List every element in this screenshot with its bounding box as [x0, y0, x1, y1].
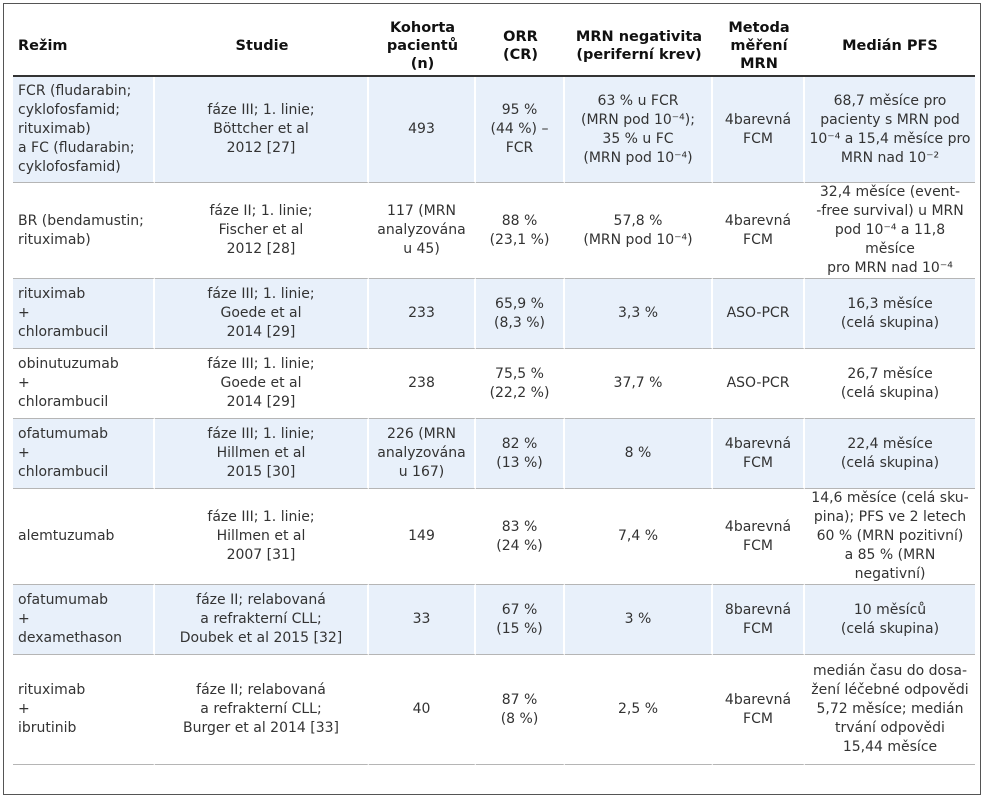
header-orr: ORR (CR) — [476, 17, 565, 77]
table-row: FCR (fludarabin; cyklofosfamid; rituxima… — [13, 77, 975, 183]
cell-orr: 87 % (8 %) — [476, 655, 565, 765]
cell-cohort: 33 — [369, 585, 476, 655]
table-row: BR (bendamustin; rituximab) fáze II; 1. … — [13, 183, 975, 279]
cell-regime: FCR (fludarabin; cyklofosfamid; rituxima… — [13, 77, 155, 183]
cell-cohort: 233 — [369, 279, 476, 349]
table-row: rituximab + ibrutinib fáze II; relabovan… — [13, 655, 975, 765]
cell-method: 4barevná FCM — [713, 419, 805, 489]
cell-orr: 65,9 % (8,3 %) — [476, 279, 565, 349]
cell-method: ASO-PCR — [713, 279, 805, 349]
cell-pfs: 22,4 měsíce (celá skupina) — [805, 419, 975, 489]
cell-cohort: 226 (MRN analyzována u 167) — [369, 419, 476, 489]
cell-regime: obinutuzumab + chlorambucil — [13, 349, 155, 419]
cell-study: fáze III; 1. linie; Hillmen et al 2015 [… — [155, 419, 369, 489]
header-regime: Režim — [13, 17, 155, 77]
cell-mrn-negativity: 57,8 % (MRN pod 10⁻⁴) — [565, 183, 713, 279]
table-row: alemtuzumab fáze III; 1. linie; Hillmen … — [13, 489, 975, 585]
cell-pfs: 68,7 měsíce pro pacienty s MRN pod 10⁻⁴ … — [805, 77, 975, 183]
results-table: Režim Studie Kohorta pacientů (n) ORR (C… — [13, 17, 975, 765]
cell-orr: 82 % (13 %) — [476, 419, 565, 489]
header-study: Studie — [155, 17, 369, 77]
cell-orr: 88 % (23,1 %) — [476, 183, 565, 279]
cell-study: fáze II; relabovaná a refrakterní CLL; D… — [155, 585, 369, 655]
cell-mrn-negativity: 37,7 % — [565, 349, 713, 419]
table-frame: Režim Studie Kohorta pacientů (n) ORR (C… — [3, 3, 981, 795]
cell-regime: BR (bendamustin; rituximab) — [13, 183, 155, 279]
cell-method: 4barevná FCM — [713, 77, 805, 183]
header-cohort: Kohorta pacientů (n) — [369, 17, 476, 77]
cell-mrn-negativity: 2,5 % — [565, 655, 713, 765]
cell-method: ASO-PCR — [713, 349, 805, 419]
header-median-pfs: Medián PFS — [805, 17, 975, 77]
cell-mrn-negativity: 3 % — [565, 585, 713, 655]
table-row: ofatumumab + chlorambucil fáze III; 1. l… — [13, 419, 975, 489]
cell-pfs: 10 měsíců (celá skupina) — [805, 585, 975, 655]
cell-study: fáze III; 1. linie; Goede et al 2014 [29… — [155, 349, 369, 419]
cell-regime: alemtuzumab — [13, 489, 155, 585]
header-mrn-method: Metoda měření MRN — [713, 17, 805, 77]
cell-cohort: 493 — [369, 77, 476, 183]
cell-pfs: medián času do dosa- žení léčebné odpově… — [805, 655, 975, 765]
cell-method: 4barevná FCM — [713, 655, 805, 765]
cell-orr: 67 % (15 %) — [476, 585, 565, 655]
cell-pfs: 16,3 měsíce (celá skupina) — [805, 279, 975, 349]
cell-pfs: 14,6 měsíce (celá sku- pina); PFS ve 2 l… — [805, 489, 975, 585]
cell-method: 4barevná FCM — [713, 489, 805, 585]
cell-method: 8barevná FCM — [713, 585, 805, 655]
cell-pfs: 32,4 měsíce (event- -free survival) u MR… — [805, 183, 975, 279]
table-row: ofatumumab + dexamethason fáze II; relab… — [13, 585, 975, 655]
cell-regime: ofatumumab + chlorambucil — [13, 419, 155, 489]
cell-cohort: 238 — [369, 349, 476, 419]
cell-mrn-negativity: 8 % — [565, 419, 713, 489]
cell-method: 4barevná FCM — [713, 183, 805, 279]
cell-study: fáze II; 1. linie; Fischer et al 2012 [2… — [155, 183, 369, 279]
cell-cohort: 40 — [369, 655, 476, 765]
header-mrn-negativity: MRN negativita (periferní krev) — [565, 17, 713, 77]
cell-regime: ofatumumab + dexamethason — [13, 585, 155, 655]
cell-regime: rituximab + chlorambucil — [13, 279, 155, 349]
cell-study: fáze III; 1. linie; Böttcher et al 2012 … — [155, 77, 369, 183]
header-row: Režim Studie Kohorta pacientů (n) ORR (C… — [13, 17, 975, 77]
cell-cohort: 117 (MRN analyzována u 45) — [369, 183, 476, 279]
cell-study: fáze III; 1. linie; Goede et al 2014 [29… — [155, 279, 369, 349]
cell-mrn-negativity: 3,3 % — [565, 279, 713, 349]
cell-orr: 75,5 % (22,2 %) — [476, 349, 565, 419]
cell-cohort: 149 — [369, 489, 476, 585]
cell-regime: rituximab + ibrutinib — [13, 655, 155, 765]
cell-pfs: 26,7 měsíce (celá skupina) — [805, 349, 975, 419]
table-row: obinutuzumab + chlorambucil fáze III; 1.… — [13, 349, 975, 419]
cell-mrn-negativity: 63 % u FCR (MRN pod 10⁻⁴); 35 % u FC (MR… — [565, 77, 713, 183]
cell-orr: 95 % (44 %) – FCR — [476, 77, 565, 183]
cell-orr: 83 % (24 %) — [476, 489, 565, 585]
cell-study: fáze II; relabovaná a refrakterní CLL; B… — [155, 655, 369, 765]
table-row: rituximab + chlorambucil fáze III; 1. li… — [13, 279, 975, 349]
cell-study: fáze III; 1. linie; Hillmen et al 2007 [… — [155, 489, 369, 585]
cell-mrn-negativity: 7,4 % — [565, 489, 713, 585]
